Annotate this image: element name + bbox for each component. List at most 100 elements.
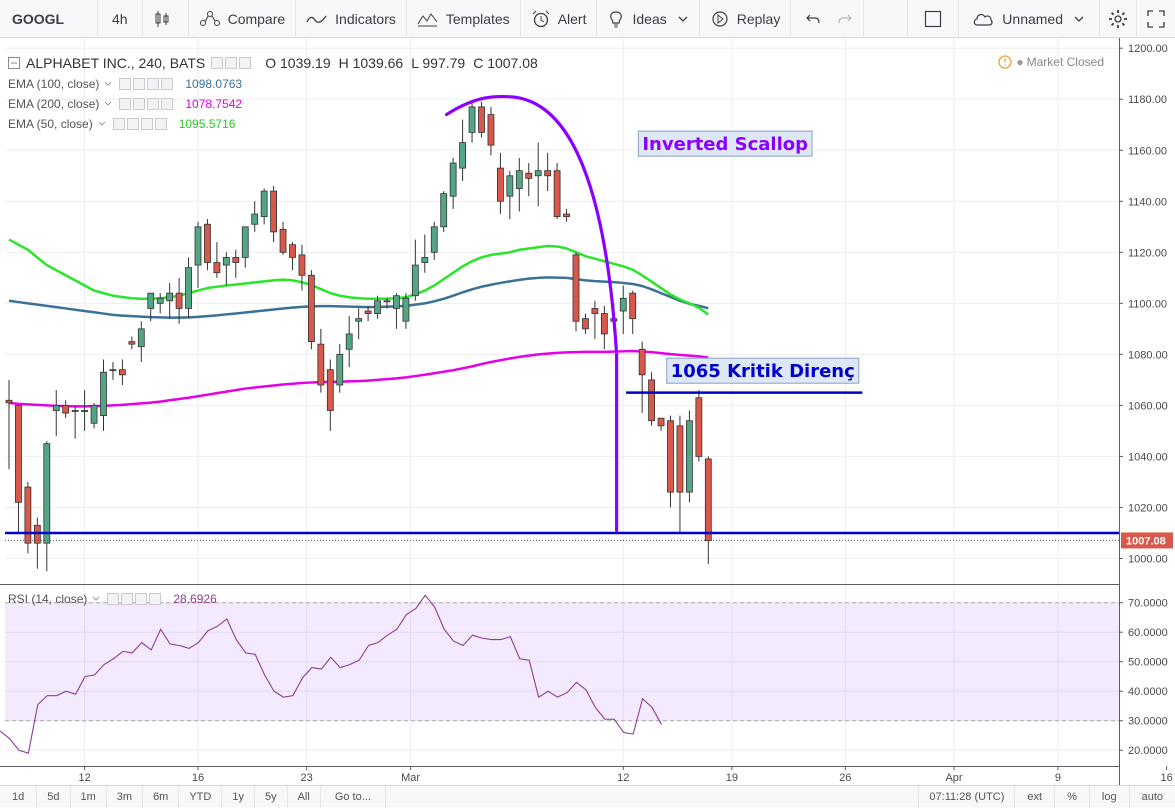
resistance-label-text: 1065 Kritik Direnç <box>671 361 855 382</box>
candle-body <box>119 369 126 376</box>
rsi-legend: RSI (14, close) 28.6926 <box>8 592 217 606</box>
price-tick-label: 1200.00 <box>1128 43 1168 55</box>
candle <box>638 341 646 414</box>
utc-time[interactable]: 07:11:28 (UTC) <box>918 785 1016 808</box>
candle <box>364 305 372 322</box>
settings-button[interactable] <box>1100 0 1137 38</box>
candle-body <box>307 274 315 343</box>
rsi-tick-label: 40.0000 <box>1128 686 1168 698</box>
range-button[interactable]: 3m <box>107 785 144 808</box>
legend-controls[interactable] <box>119 98 175 110</box>
indicators-label: Indicators <box>335 10 396 27</box>
candle-body <box>185 267 192 309</box>
indicators-button[interactable]: Indicators <box>296 0 407 38</box>
range-button[interactable]: 5y <box>255 785 288 808</box>
price-tick-label: 1180.00 <box>1128 94 1167 106</box>
ideas-label: Ideas <box>632 10 667 27</box>
replay-button[interactable]: Replay <box>700 0 792 38</box>
candle <box>544 152 552 192</box>
top-toolbar: GOOGL 4h Compare Indicators Templates Al… <box>0 0 1175 38</box>
time-tick-label: 12 <box>78 772 90 784</box>
last-price-label: 1007.08 <box>1126 535 1166 547</box>
price-tick-label: 1080.00 <box>1128 349 1168 361</box>
chart-style-button[interactable] <box>143 0 189 38</box>
auto-button[interactable]: auto <box>1141 790 1163 803</box>
range-button[interactable]: All <box>288 785 321 808</box>
time-tick-label: 12 <box>617 772 629 784</box>
alert-button[interactable]: Alert <box>521 0 598 38</box>
candle <box>667 415 674 508</box>
compare-icon <box>199 10 220 26</box>
chevron-down-icon[interactable] <box>91 595 101 603</box>
legend-controls[interactable] <box>211 57 253 69</box>
candle-body <box>582 318 589 330</box>
goto-button[interactable]: Go to... <box>321 785 386 808</box>
candle-body <box>336 353 344 386</box>
log-button[interactable]: log <box>1090 785 1130 808</box>
legend-controls[interactable] <box>112 118 169 130</box>
candle-body <box>81 410 88 412</box>
fullscreen-select-button[interactable] <box>907 0 960 38</box>
chevron-down-icon[interactable] <box>103 80 113 88</box>
time-tick-label: 9 <box>1055 772 1061 784</box>
collapse-icon[interactable] <box>8 57 20 69</box>
range-button[interactable]: 1y <box>222 785 255 808</box>
layout-name: Unnamed <box>1002 10 1063 27</box>
last-price-tag <box>1121 532 1173 549</box>
ext-button[interactable]: ext <box>1015 785 1056 808</box>
rsi-pane <box>0 594 1119 754</box>
layout-button[interactable]: Unnamed <box>959 0 1100 38</box>
chevron-down-icon[interactable] <box>103 100 113 108</box>
range-button[interactable]: YTD <box>179 785 223 808</box>
compare-button[interactable]: Compare <box>189 0 297 38</box>
candle-body <box>298 254 306 276</box>
candle-body <box>128 341 136 345</box>
candle <box>506 170 514 220</box>
candle-body <box>704 458 712 542</box>
range-button[interactable]: 1d <box>0 785 38 808</box>
ideas-button[interactable]: Ideas <box>597 0 700 38</box>
candle-body <box>600 313 608 335</box>
symbol-search[interactable]: GOOGL <box>0 0 98 38</box>
chevron-down-icon[interactable] <box>97 120 107 128</box>
square-icon <box>925 10 942 27</box>
templates-label: Templates <box>445 10 510 27</box>
ema200-legend: EMA (200, close) 1078.7542 <box>8 97 242 111</box>
chart-canvas[interactable]: Inverted Scallop 1065 Kritik Direnç 1000.… <box>0 38 1175 785</box>
bottom-toolbar: 1d 5d 1m 3m 6m YTD 1y 5y All Go to... 07:11:28 (… <box>0 785 1175 808</box>
candle-body <box>15 405 22 503</box>
candle <box>374 295 381 319</box>
candle <box>24 481 32 554</box>
range-button[interactable]: 5d <box>37 785 71 808</box>
candle <box>345 316 353 368</box>
ohlc-high: H 1039.66 <box>338 55 404 71</box>
candle-body <box>260 190 268 217</box>
time-axis-bg <box>0 766 1119 785</box>
legend-controls[interactable] <box>119 78 175 90</box>
chart-area[interactable]: Inverted Scallop 1065 Kritik Direnç 1000.… <box>0 38 1175 787</box>
candle-body <box>5 399 13 404</box>
percent-button[interactable]: % <box>1055 785 1090 808</box>
price-tick-label: 1020.00 <box>1128 502 1168 514</box>
candle-body <box>90 405 98 424</box>
ema50-value: 1095.5716 <box>178 117 236 131</box>
range-button[interactable]: 6m <box>143 785 180 808</box>
ohlc-close: C 1007.08 <box>473 55 538 71</box>
clock-icon <box>998 55 1013 69</box>
legend-controls[interactable] <box>107 593 163 605</box>
undo-button[interactable] <box>791 0 827 38</box>
candle <box>525 163 533 197</box>
templates-button[interactable]: Templates <box>407 0 521 38</box>
range-button[interactable]: 1m <box>71 785 107 808</box>
candle-body <box>241 226 249 258</box>
interval-button[interactable]: 4h <box>98 0 143 38</box>
resistance-label: 1065 Kritik Direnç <box>666 357 860 384</box>
candle-body <box>43 443 51 544</box>
rsi-tick-label: 20.0000 <box>1128 745 1168 757</box>
fullscreen-button[interactable] <box>1137 0 1175 38</box>
redo-button[interactable] <box>827 0 865 38</box>
templates-icon <box>417 12 438 26</box>
candle-body <box>440 193 448 228</box>
candle <box>496 152 504 215</box>
candle-body <box>667 420 674 493</box>
